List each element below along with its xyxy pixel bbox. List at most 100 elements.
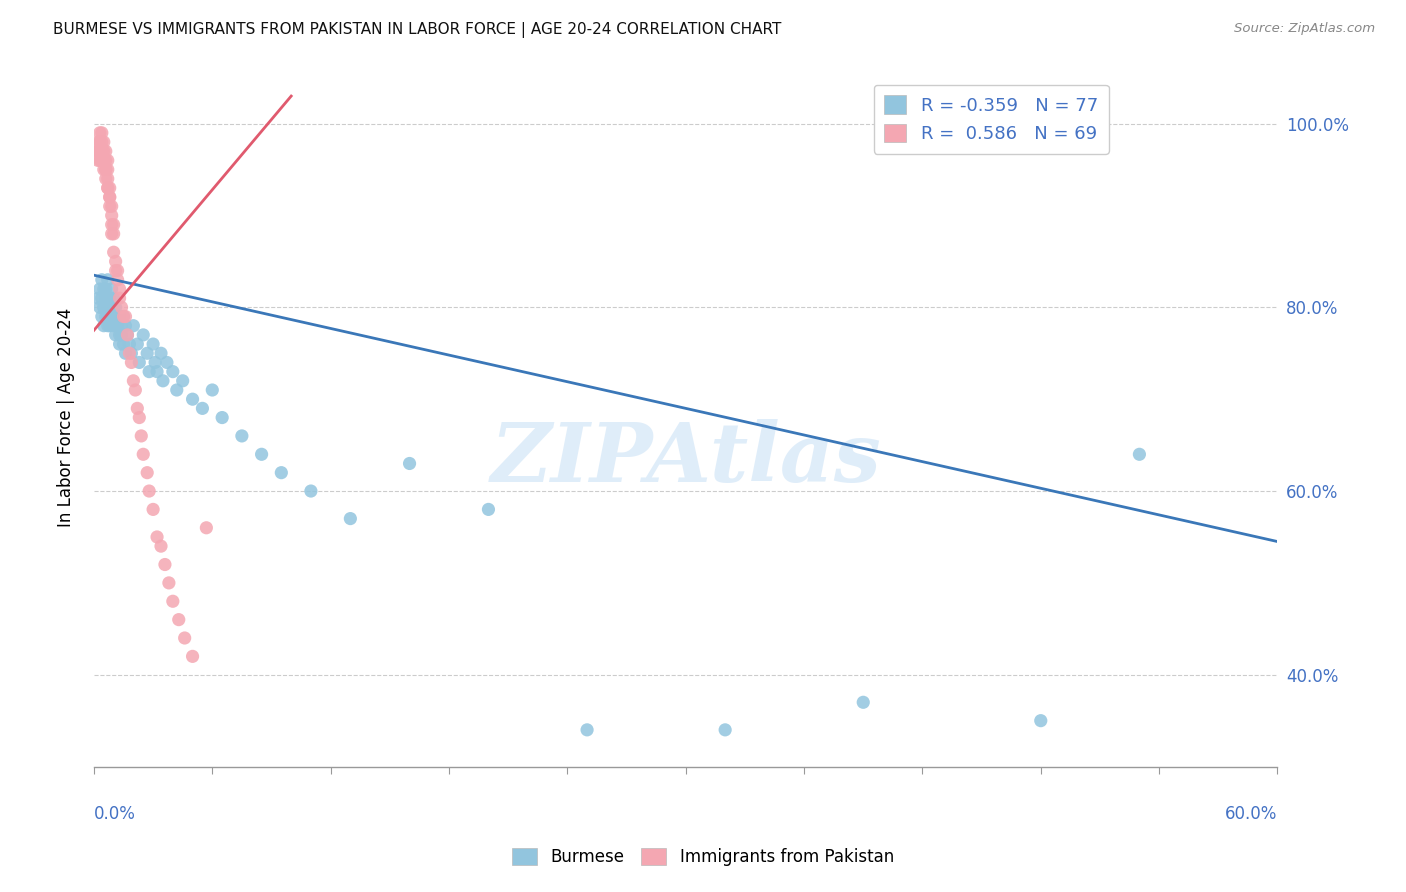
Point	[97, 171, 120, 186]
Text: 0.0%: 0.0%	[94, 805, 136, 823]
Point	[97, 273, 120, 287]
Point	[112, 310, 135, 324]
Point	[94, 282, 117, 296]
Point	[100, 227, 122, 241]
Point	[138, 365, 160, 379]
Point	[107, 263, 129, 277]
Point	[195, 521, 218, 535]
Point	[93, 135, 115, 149]
Point	[128, 410, 150, 425]
Point	[112, 310, 135, 324]
Text: ZIPAtlas: ZIPAtlas	[491, 419, 882, 500]
Point	[87, 144, 110, 158]
Text: Source: ZipAtlas.com: Source: ZipAtlas.com	[1234, 22, 1375, 36]
Point	[339, 511, 361, 525]
Point	[93, 301, 115, 315]
Point	[146, 365, 169, 379]
Point	[143, 355, 166, 369]
Point	[94, 144, 117, 158]
Point	[90, 273, 112, 287]
Point	[150, 346, 173, 360]
Point	[118, 346, 141, 360]
Point	[103, 291, 125, 305]
Text: BURMESE VS IMMIGRANTS FROM PAKISTAN IN LABOR FORCE | AGE 20-24 CORRELATION CHART: BURMESE VS IMMIGRANTS FROM PAKISTAN IN L…	[53, 22, 782, 38]
Point	[97, 310, 120, 324]
Point	[108, 310, 131, 324]
Point	[89, 144, 111, 158]
Point	[87, 291, 110, 305]
Point	[112, 337, 135, 351]
Point	[104, 254, 127, 268]
Point	[93, 282, 115, 296]
Point	[117, 327, 139, 342]
Point	[94, 301, 117, 315]
Point	[93, 153, 115, 168]
Point	[100, 199, 122, 213]
Point	[714, 723, 737, 737]
Point	[89, 153, 111, 168]
Point	[156, 355, 179, 369]
Point	[89, 144, 111, 158]
Point	[398, 457, 420, 471]
Point	[108, 327, 131, 342]
Point	[114, 346, 136, 360]
Point	[122, 374, 145, 388]
Point	[576, 723, 599, 737]
Point	[852, 695, 875, 709]
Point	[127, 401, 149, 416]
Point	[142, 502, 165, 516]
Point	[104, 301, 127, 315]
Point	[103, 301, 125, 315]
Point	[100, 218, 122, 232]
Point	[97, 153, 120, 168]
Point	[90, 135, 112, 149]
Point	[93, 162, 115, 177]
Point	[128, 355, 150, 369]
Point	[110, 327, 132, 342]
Point	[89, 282, 111, 296]
Point	[100, 301, 122, 315]
Point	[100, 209, 122, 223]
Point	[90, 153, 112, 168]
Point	[153, 558, 176, 572]
Point	[136, 466, 159, 480]
Point	[98, 190, 121, 204]
Point	[122, 318, 145, 333]
Point	[94, 162, 117, 177]
Point	[89, 126, 111, 140]
Point	[107, 310, 129, 324]
Point	[98, 310, 121, 324]
Point	[103, 227, 125, 241]
Legend: R = -0.359   N = 77, R =  0.586   N = 69: R = -0.359 N = 77, R = 0.586 N = 69	[873, 85, 1109, 154]
Point	[103, 318, 125, 333]
Point	[89, 135, 111, 149]
Point	[108, 337, 131, 351]
Point	[108, 282, 131, 296]
Point	[117, 327, 139, 342]
Point	[114, 318, 136, 333]
Point	[167, 613, 190, 627]
Point	[90, 291, 112, 305]
Point	[477, 502, 499, 516]
Point	[1128, 447, 1150, 461]
Point	[103, 245, 125, 260]
Point	[98, 291, 121, 305]
Point	[142, 337, 165, 351]
Point	[299, 483, 322, 498]
Point	[103, 218, 125, 232]
Point	[152, 374, 174, 388]
Point	[87, 135, 110, 149]
Point	[211, 410, 233, 425]
Point	[231, 429, 253, 443]
Point	[97, 318, 120, 333]
Point	[114, 310, 136, 324]
Point	[90, 144, 112, 158]
Point	[132, 447, 155, 461]
Point	[104, 327, 127, 342]
Point	[118, 337, 141, 351]
Point	[97, 181, 120, 195]
Point	[107, 318, 129, 333]
Point	[97, 301, 120, 315]
Point	[172, 374, 194, 388]
Text: 60.0%: 60.0%	[1225, 805, 1278, 823]
